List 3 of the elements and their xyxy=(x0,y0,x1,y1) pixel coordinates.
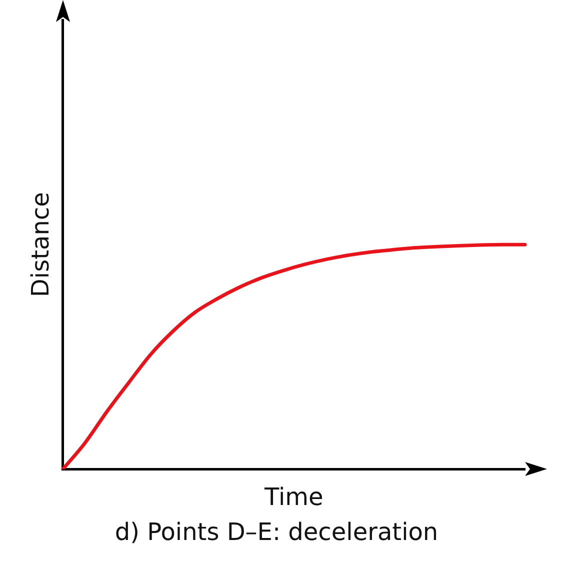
text: d) Points D–E: deceleration xyxy=(114,518,438,546)
y-axis-title: Distance xyxy=(26,192,55,298)
x-axis-title: Time xyxy=(264,483,324,512)
